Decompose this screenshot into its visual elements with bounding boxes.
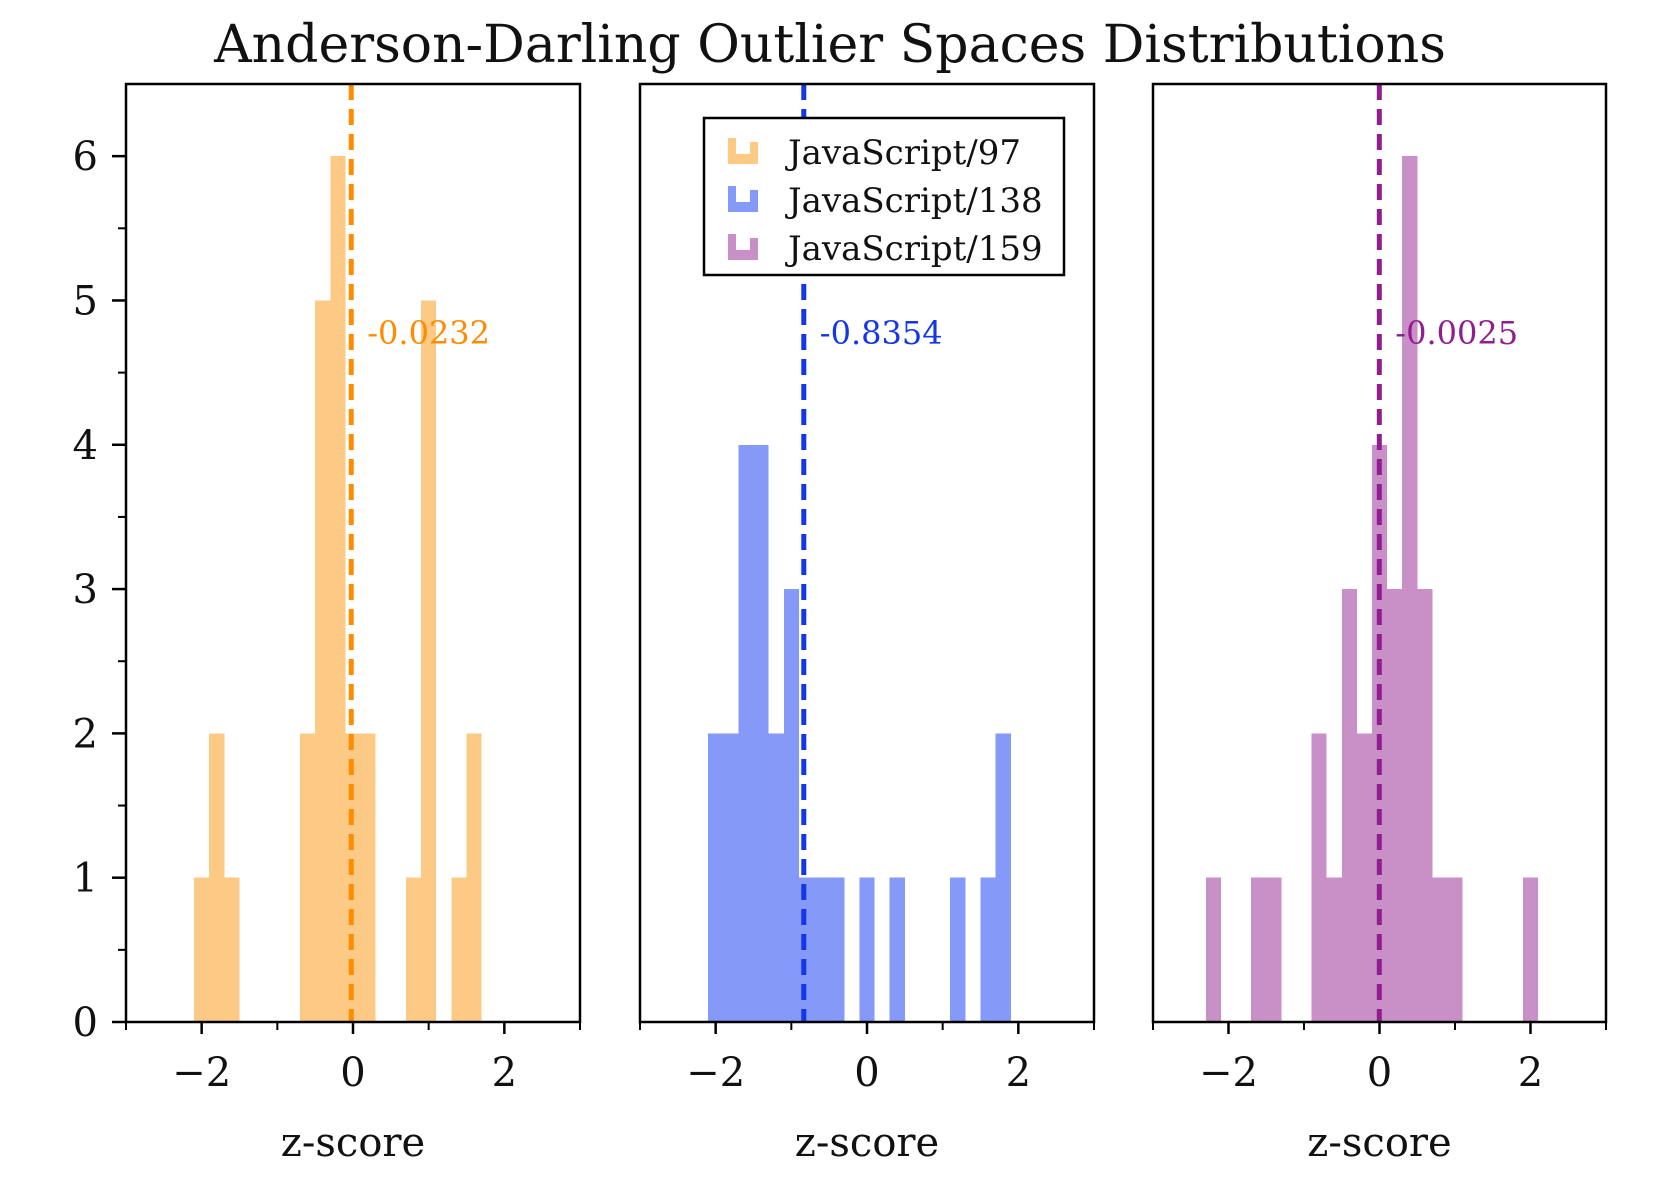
histogram-bar bbox=[1402, 156, 1418, 1023]
histogram-bar bbox=[1417, 589, 1433, 1022]
panel-3: -0.0025 −2 0 2 z-score bbox=[1151, 82, 1608, 1166]
histogram-bar bbox=[421, 300, 437, 1022]
histogram-bar bbox=[1432, 877, 1463, 1022]
y-tick-label: 1 bbox=[73, 856, 98, 902]
histogram-bar bbox=[405, 877, 422, 1022]
x-tick-label: −2 bbox=[1199, 1050, 1258, 1096]
histogram-bar bbox=[859, 877, 875, 1022]
x-tick-label: −2 bbox=[172, 1050, 231, 1096]
legend-swatch bbox=[728, 186, 736, 212]
histogram-bar bbox=[300, 733, 316, 1022]
x-tick-label: 2 bbox=[1006, 1050, 1031, 1096]
histogram-bar bbox=[1205, 877, 1221, 1022]
y-tick-label: 3 bbox=[73, 567, 98, 613]
histogram-bar bbox=[889, 877, 905, 1022]
legend-swatch bbox=[750, 190, 758, 212]
y-tick-label: 2 bbox=[73, 711, 98, 757]
mean-label: -0.8354 bbox=[820, 314, 943, 352]
x-axis-label: z-score bbox=[795, 1120, 939, 1166]
legend-label: JavaScript/138 bbox=[785, 181, 1043, 221]
histogram-bar bbox=[224, 877, 240, 1022]
legend-swatch bbox=[736, 154, 750, 164]
legend-swatch bbox=[736, 202, 750, 212]
mean-label: -0.0232 bbox=[367, 314, 490, 352]
histogram-bar bbox=[451, 877, 467, 1022]
histogram-bar bbox=[360, 733, 376, 1022]
histogram-bar bbox=[1251, 877, 1282, 1022]
legend: JavaScript/97 JavaScript/138 JavaScript/15… bbox=[702, 116, 1066, 277]
histogram-bar bbox=[738, 444, 769, 1022]
legend-label: JavaScript/159 bbox=[785, 229, 1043, 269]
y-tick-label: 0 bbox=[73, 1000, 98, 1046]
histogram-bar bbox=[1522, 877, 1539, 1022]
histogram-bar bbox=[1326, 877, 1342, 1022]
legend-label: JavaScript/97 bbox=[785, 133, 1021, 173]
legend-swatch bbox=[728, 234, 736, 260]
histogram-bar bbox=[345, 733, 361, 1022]
panel-2: -0.8354 −2 0 2 z-score bbox=[638, 82, 1096, 1166]
legend-swatch bbox=[750, 142, 758, 164]
y-tick-label: 5 bbox=[73, 278, 98, 324]
histogram-bar bbox=[768, 733, 784, 1022]
histogram-bar bbox=[1311, 733, 1327, 1022]
histogram-bar bbox=[1356, 733, 1372, 1022]
histogram-bar bbox=[950, 877, 966, 1022]
histogram-bar bbox=[315, 300, 331, 1022]
x-axis-label: z-score bbox=[281, 1120, 425, 1166]
y-tick-label: 6 bbox=[73, 134, 98, 180]
histogram-bar bbox=[708, 733, 739, 1022]
x-tick-label: 0 bbox=[1367, 1050, 1392, 1096]
histogram-bar bbox=[1371, 444, 1388, 1022]
histogram-bar bbox=[995, 733, 1011, 1022]
legend-swatch bbox=[728, 138, 736, 164]
x-tick-label: 0 bbox=[340, 1050, 365, 1096]
mean-label: -0.0025 bbox=[1395, 314, 1518, 352]
x-tick-label: 2 bbox=[1518, 1050, 1543, 1096]
x-axis-label: z-score bbox=[1307, 1120, 1451, 1166]
chart-title: Anderson-Darling Outlier Spaces Distribu… bbox=[213, 15, 1446, 75]
histogram-bar bbox=[783, 589, 799, 1022]
legend-frame bbox=[702, 116, 1066, 277]
histogram-bar bbox=[1341, 589, 1357, 1022]
x-tick-label: 0 bbox=[854, 1050, 879, 1096]
histogram-bar bbox=[798, 877, 845, 1022]
x-tick-label: −2 bbox=[686, 1050, 745, 1096]
histogram-bar bbox=[980, 877, 996, 1022]
histogram-bar bbox=[209, 733, 225, 1022]
legend-swatch bbox=[736, 250, 750, 260]
histogram-bar bbox=[466, 733, 482, 1022]
x-tick-label: 2 bbox=[492, 1050, 517, 1096]
histogram-bar bbox=[194, 877, 210, 1022]
legend-swatch bbox=[750, 238, 758, 260]
histogram-bar bbox=[330, 156, 346, 1023]
histogram-bar bbox=[1387, 589, 1403, 1022]
y-tick-label: 4 bbox=[73, 423, 98, 469]
panels: -0.0232 −2 0 2 z-score 0 1 2 3 4 5 6 -0.8354 −2 0 2 z-sc… bbox=[73, 82, 1608, 1166]
panel-1: -0.0232 −2 0 2 z-score 0 1 2 3 4 5 6 bbox=[73, 82, 582, 1166]
